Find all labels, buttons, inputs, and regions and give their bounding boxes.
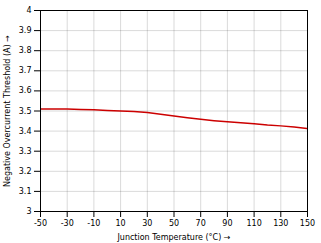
svg-text:3.1: 3.1 bbox=[19, 187, 32, 196]
svg-text:3.3: 3.3 bbox=[19, 147, 32, 156]
svg-text:3.6: 3.6 bbox=[19, 86, 32, 95]
svg-text:70: 70 bbox=[196, 219, 206, 228]
svg-text:150: 150 bbox=[300, 219, 315, 228]
svg-text:130: 130 bbox=[273, 219, 288, 228]
svg-text:90: 90 bbox=[222, 219, 232, 228]
svg-text:Junction Temperature (°C) →: Junction Temperature (°C) → bbox=[116, 233, 230, 242]
svg-text:50: 50 bbox=[169, 219, 179, 228]
svg-text:3.2: 3.2 bbox=[19, 167, 32, 176]
svg-text:-50: -50 bbox=[34, 219, 47, 228]
svg-text:110: 110 bbox=[246, 219, 261, 228]
svg-text:10: 10 bbox=[116, 219, 126, 228]
svg-text:30: 30 bbox=[142, 219, 152, 228]
svg-text:3.5: 3.5 bbox=[19, 107, 32, 116]
svg-text:3.4: 3.4 bbox=[19, 127, 32, 136]
svg-text:Negative Overcurrent Threshold: Negative Overcurrent Threshold (A) → bbox=[3, 35, 12, 187]
svg-text:-30: -30 bbox=[61, 219, 74, 228]
svg-text:3.9: 3.9 bbox=[19, 26, 32, 35]
svg-text:3: 3 bbox=[26, 207, 31, 216]
svg-text:3.7: 3.7 bbox=[19, 66, 32, 75]
svg-text:-10: -10 bbox=[87, 219, 100, 228]
svg-text:3.8: 3.8 bbox=[19, 46, 32, 55]
svg-text:4: 4 bbox=[26, 6, 31, 15]
